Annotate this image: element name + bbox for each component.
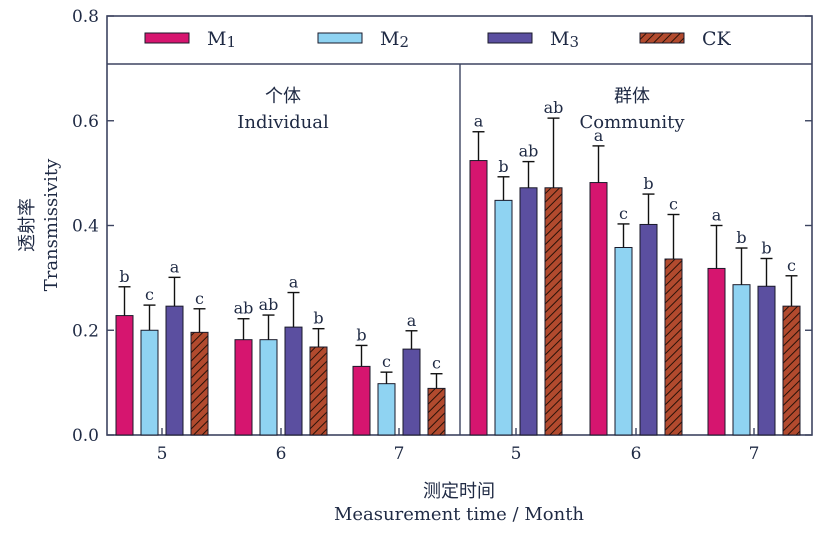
bar — [427, 387, 446, 436]
bar — [234, 339, 253, 436]
bar — [140, 329, 159, 436]
x-tick-label: 6 — [276, 444, 287, 464]
bar — [639, 223, 658, 436]
bar — [519, 187, 538, 436]
bar — [402, 348, 421, 436]
significance-label: a — [594, 126, 604, 145]
significance-label: c — [195, 289, 204, 308]
bar — [757, 285, 776, 436]
significance-label: b — [643, 174, 653, 193]
significance-label: c — [669, 195, 678, 214]
significance-label: a — [289, 273, 299, 292]
y-tick-label: 0.8 — [72, 7, 99, 27]
legend-label: M3 — [550, 28, 579, 51]
bar — [190, 331, 209, 436]
significance-label: ab — [234, 299, 254, 318]
significance-label: b — [313, 309, 323, 328]
bar — [707, 267, 726, 436]
legend-label: M2 — [380, 28, 409, 51]
significance-label: b — [498, 157, 508, 176]
y-tick-label: 0.6 — [72, 112, 99, 132]
legend-swatch — [487, 32, 533, 44]
significance-label: ab — [519, 142, 539, 161]
significance-label: c — [619, 204, 628, 223]
y-tick-label: 0.2 — [72, 321, 99, 341]
x-tick-label: 7 — [394, 444, 405, 464]
significance-label: c — [787, 256, 796, 275]
legend-swatch — [639, 32, 685, 44]
significance-label: ab — [544, 98, 564, 117]
y-tick-label: 0.4 — [72, 217, 99, 237]
significance-label: a — [170, 257, 180, 276]
bar — [782, 305, 801, 436]
bar — [352, 365, 371, 436]
x-axis-label-cn: 测定时间 — [423, 481, 495, 502]
significance-label: b — [736, 228, 746, 247]
bar — [284, 326, 303, 436]
significance-label: c — [382, 352, 391, 371]
x-tick-label: 7 — [749, 444, 760, 464]
significance-label: b — [356, 325, 366, 344]
y-axis-label: Transmissivity — [41, 158, 62, 291]
legend-swatch — [144, 32, 190, 44]
significance-label: b — [761, 238, 771, 257]
significance-label: a — [407, 311, 417, 330]
x-axis-label: Measurement time / Month — [334, 504, 584, 525]
x-tick-label: 5 — [157, 444, 168, 464]
panel-label: Community — [579, 112, 685, 133]
bar — [589, 182, 608, 436]
significance-label: c — [145, 285, 154, 304]
x-tick-label: 6 — [631, 444, 642, 464]
bar — [494, 199, 513, 436]
significance-label: a — [474, 112, 484, 131]
bar — [469, 160, 488, 436]
significance-label: ab — [259, 295, 279, 314]
bar — [165, 305, 184, 436]
legend-swatch — [317, 32, 363, 44]
bar — [115, 315, 134, 436]
x-tick-label: 5 — [511, 444, 522, 464]
y-axis-label-cn: 透射率 — [17, 198, 38, 252]
significance-label: b — [119, 267, 129, 286]
panel-label-cn: 个体 — [265, 86, 301, 107]
bar — [664, 258, 683, 436]
bar — [377, 383, 396, 436]
bar — [732, 284, 751, 436]
bar — [614, 246, 633, 436]
y-tick-label: 0.0 — [72, 426, 99, 446]
significance-label: c — [432, 354, 441, 373]
panel-label: Individual — [237, 112, 329, 133]
bar — [309, 346, 328, 436]
legend-label: M1 — [207, 28, 236, 51]
legend-label: CK — [702, 28, 732, 50]
bar — [259, 339, 278, 436]
significance-label: a — [712, 206, 722, 225]
bar — [544, 187, 563, 436]
panel-label-cn: 群体 — [614, 86, 650, 107]
